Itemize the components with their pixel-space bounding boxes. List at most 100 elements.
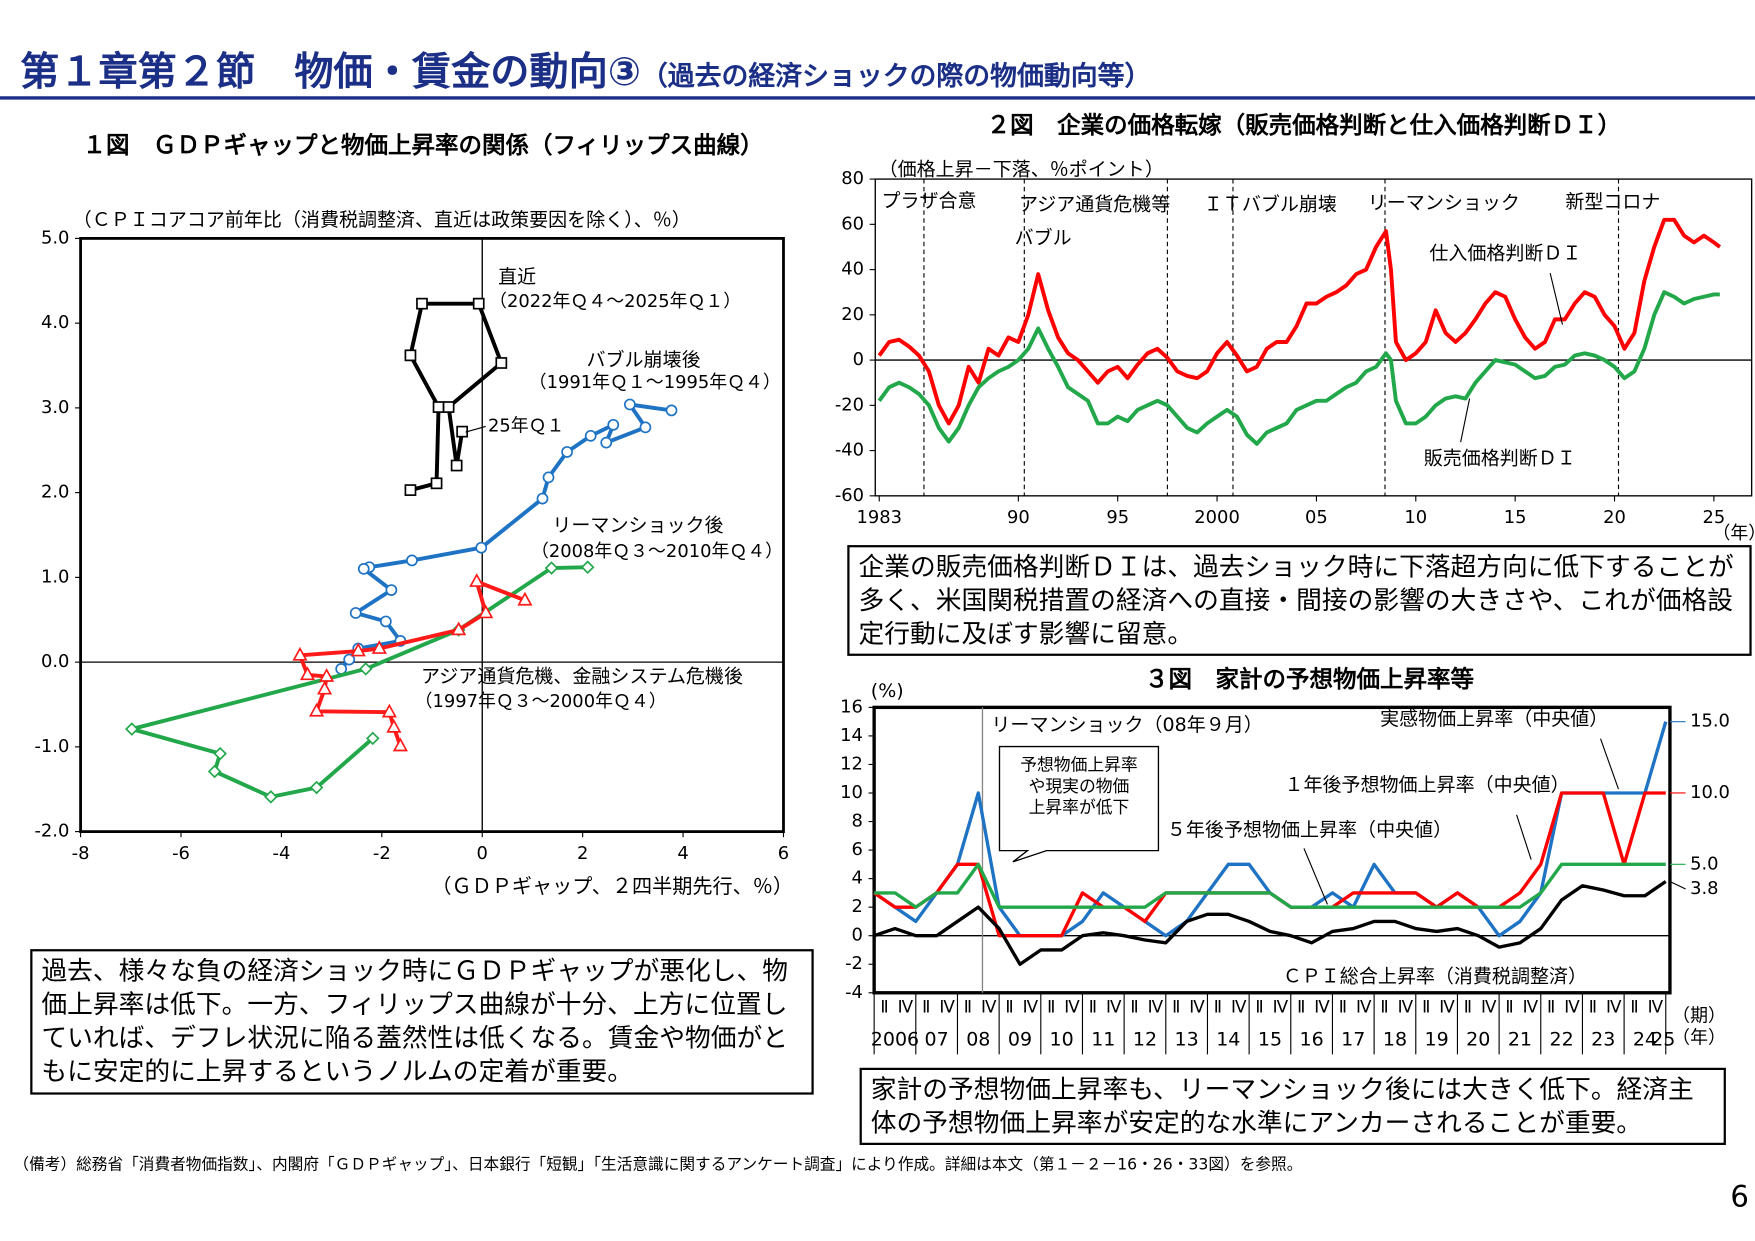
marker bbox=[584, 429, 597, 442]
y-tick-label: 0 bbox=[853, 349, 864, 370]
marker bbox=[213, 746, 227, 761]
marker bbox=[639, 421, 652, 434]
series-label: 実感物価上昇率（中央値） bbox=[1380, 708, 1608, 730]
marker bbox=[319, 668, 335, 682]
marker bbox=[600, 436, 613, 449]
quarter-label: Ⅳ bbox=[898, 996, 914, 1016]
pointer bbox=[465, 425, 486, 433]
quarter-label: Ⅳ bbox=[1606, 996, 1622, 1016]
pointer bbox=[1303, 848, 1328, 905]
end-leader bbox=[1669, 880, 1686, 890]
event-label: バブル bbox=[1015, 226, 1072, 249]
quarter-label: Ⅱ bbox=[1214, 996, 1222, 1016]
quarter-label: Ⅳ bbox=[1398, 996, 1414, 1016]
series-label: 直近 bbox=[498, 266, 536, 288]
x-unit: （年） bbox=[1712, 523, 1755, 544]
x-tick-label: 2 bbox=[577, 843, 588, 864]
series-label: アジア通貨危機、金融システム危機後 bbox=[421, 666, 743, 688]
marker bbox=[404, 484, 417, 496]
page-subtitle: （過去の経済ショックの際の物価動向等） bbox=[640, 60, 1152, 92]
x-tick-label: 18 bbox=[1383, 1028, 1407, 1050]
y-tick-label: -1.0 bbox=[34, 736, 69, 757]
quarter-label: Ⅳ bbox=[939, 996, 955, 1016]
quarter-label: Ⅳ bbox=[1064, 996, 1080, 1016]
marker bbox=[416, 297, 428, 310]
page-title: 第１章第２節 物価・賃金の動向③ bbox=[20, 50, 641, 96]
marker bbox=[366, 731, 380, 746]
y-tick-label: 8 bbox=[852, 811, 863, 832]
quarter-label: Ⅳ bbox=[1356, 996, 1372, 1016]
quarter-label: Ⅳ bbox=[1148, 996, 1164, 1016]
y-axis-label: （価格上昇－下落、％ポイント） bbox=[879, 159, 1164, 181]
y-tick-label: 12 bbox=[840, 753, 863, 774]
y-tick-label: 3.0 bbox=[41, 397, 69, 418]
callout-box bbox=[998, 745, 1160, 863]
quarter-label: Ⅱ bbox=[1130, 996, 1138, 1016]
marker bbox=[430, 477, 443, 490]
x-axis-label: （ＧＤＰギャップ、２四半期先行、％） bbox=[431, 874, 793, 898]
series-line bbox=[339, 402, 672, 671]
y-tick-label: 6 bbox=[852, 839, 863, 860]
x-tick-label: 07 bbox=[925, 1028, 949, 1050]
x-tick-label: 05 bbox=[1305, 507, 1328, 528]
x-tick-label: 11 bbox=[1091, 1028, 1115, 1050]
callout-text: 上昇率が低下 bbox=[1029, 797, 1130, 817]
marker bbox=[317, 680, 333, 695]
marker bbox=[478, 604, 494, 619]
quarter-label: Ⅱ bbox=[1380, 996, 1388, 1016]
x-tick-label: 14 bbox=[1216, 1028, 1240, 1050]
x-tick-label: 25 bbox=[1703, 507, 1726, 528]
quarter-label: Ⅱ bbox=[1464, 996, 1472, 1016]
chart-title: ２図 企業の価格転嫁（販売価格判断と仕入価格判断ＤＩ） bbox=[987, 111, 1621, 139]
quarter-label: Ⅳ bbox=[1481, 996, 1497, 1016]
event-label: ＩＴバブル崩壊 bbox=[1204, 192, 1337, 215]
x-tick-label: 20 bbox=[1603, 507, 1626, 528]
quarter-label: Ⅳ bbox=[1648, 996, 1664, 1016]
x-tick-label: 1983 bbox=[856, 507, 902, 528]
marker bbox=[349, 607, 362, 619]
quarter-label: Ⅳ bbox=[1106, 996, 1122, 1016]
quarter-label: Ⅳ bbox=[981, 996, 997, 1016]
y-tick-label: 20 bbox=[841, 304, 864, 325]
chart-title: ３図 家計の予想物価上昇率等 bbox=[1145, 665, 1474, 693]
series-line bbox=[877, 217, 1722, 426]
marker bbox=[665, 404, 678, 417]
quarter-label: Ⅱ bbox=[1422, 996, 1430, 1016]
marker bbox=[517, 591, 533, 606]
event-label: 新型コロナ bbox=[1565, 191, 1660, 213]
marker bbox=[386, 718, 402, 733]
marker bbox=[343, 653, 356, 666]
header: 第１章第２節 物価・賃金の動向③（過去の経済ショックの際の物価動向等） bbox=[20, 40, 1151, 97]
quarter-label: Ⅱ bbox=[1547, 996, 1555, 1016]
marker bbox=[357, 563, 370, 575]
marker bbox=[472, 297, 485, 310]
marker bbox=[580, 560, 595, 574]
x-tick-label: 20 bbox=[1466, 1028, 1490, 1050]
marker bbox=[381, 703, 397, 718]
y-tick-label: -4 bbox=[845, 982, 863, 1003]
y-tick-label: 14 bbox=[840, 725, 863, 746]
x-unit: （期） bbox=[1672, 1005, 1726, 1026]
page-number: 6 bbox=[1730, 1180, 1749, 1215]
x-tick-label: 23 bbox=[1591, 1028, 1615, 1050]
quarter-label: Ⅱ bbox=[1172, 996, 1180, 1016]
quarter-label: Ⅱ bbox=[1297, 996, 1305, 1016]
marker bbox=[561, 446, 573, 458]
x-tick-label: 2000 bbox=[1194, 507, 1240, 528]
pointer bbox=[1600, 738, 1619, 790]
series-label: １年後予想物価上昇率（中央値） bbox=[1284, 774, 1569, 796]
series-label: ５年後予想物価上昇率（中央値） bbox=[1167, 819, 1452, 841]
end-label: 5.0 bbox=[1690, 853, 1718, 874]
x-tick-label: 10 bbox=[1050, 1028, 1074, 1050]
y-tick-label: 2 bbox=[852, 896, 863, 917]
marker bbox=[292, 646, 308, 661]
x-tick-label: 21 bbox=[1508, 1028, 1532, 1050]
note: 過去、様々な負の経済ショック時にＧＤＰギャップが悪化し、物価上昇率は低下。一方、… bbox=[30, 949, 814, 1095]
quarter-label: Ⅳ bbox=[1439, 996, 1455, 1016]
marker bbox=[309, 780, 324, 795]
y-tick-label: 10 bbox=[840, 782, 863, 803]
quarter-label: Ⅱ bbox=[964, 996, 972, 1016]
